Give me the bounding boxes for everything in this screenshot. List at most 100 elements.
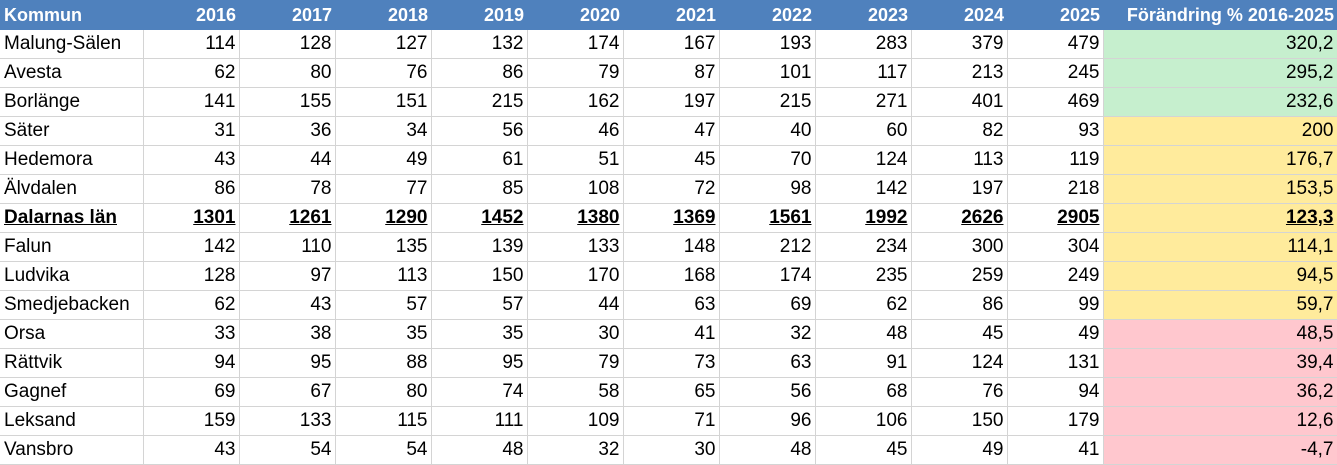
value-cell[interactable]: 62 [815,290,912,320]
value-cell[interactable]: 78 [239,174,336,204]
value-cell[interactable]: 218 [1007,174,1104,204]
value-cell[interactable]: 1992 [815,203,912,233]
value-cell[interactable]: 245 [1007,58,1104,88]
kommun-cell[interactable]: Hedemora [0,145,144,175]
kommun-cell[interactable]: Ludvika [0,261,144,291]
value-cell[interactable]: 60 [815,116,912,146]
value-cell[interactable]: 95 [431,348,528,378]
value-cell[interactable]: 77 [335,174,432,204]
change-percent-cell[interactable]: -4,7 [1103,435,1337,465]
value-cell[interactable]: 30 [623,435,720,465]
header-year[interactable]: 2021 [623,0,719,30]
value-cell[interactable]: 117 [815,58,912,88]
value-cell[interactable]: 249 [1007,261,1104,291]
value-cell[interactable]: 79 [527,348,624,378]
value-cell[interactable]: 197 [911,174,1008,204]
value-cell[interactable]: 41 [1007,435,1104,465]
change-percent-cell[interactable]: 59,7 [1103,290,1337,320]
value-cell[interactable]: 133 [239,406,336,436]
value-cell[interactable]: 106 [815,406,912,436]
kommun-cell[interactable]: Rättvik [0,348,144,378]
value-cell[interactable]: 94 [1007,377,1104,407]
value-cell[interactable]: 88 [335,348,432,378]
value-cell[interactable]: 35 [335,319,432,349]
value-cell[interactable]: 76 [911,377,1008,407]
value-cell[interactable]: 115 [335,406,432,436]
value-cell[interactable]: 98 [719,174,816,204]
value-cell[interactable]: 259 [911,261,1008,291]
value-cell[interactable]: 32 [719,319,816,349]
value-cell[interactable]: 38 [239,319,336,349]
value-cell[interactable]: 44 [239,145,336,175]
header-kommun[interactable]: Kommun [0,0,143,30]
value-cell[interactable]: 469 [1007,87,1104,117]
kommun-cell[interactable]: Säter [0,116,144,146]
value-cell[interactable]: 1290 [335,203,432,233]
kommun-cell[interactable]: Avesta [0,58,144,88]
value-cell[interactable]: 168 [623,261,720,291]
value-cell[interactable]: 47 [623,116,720,146]
value-cell[interactable]: 61 [431,145,528,175]
value-cell[interactable]: 86 [143,174,240,204]
value-cell[interactable]: 1452 [431,203,528,233]
value-cell[interactable]: 87 [623,58,720,88]
value-cell[interactable]: 215 [431,87,528,117]
value-cell[interactable]: 34 [335,116,432,146]
value-cell[interactable]: 300 [911,232,1008,262]
value-cell[interactable]: 97 [239,261,336,291]
value-cell[interactable]: 174 [719,261,816,291]
change-percent-cell[interactable]: 320,2 [1103,30,1337,59]
change-percent-cell[interactable]: 232,6 [1103,87,1337,117]
value-cell[interactable]: 31 [143,116,240,146]
kommun-cell[interactable]: Borlänge [0,87,144,117]
value-cell[interactable]: 67 [239,377,336,407]
value-cell[interactable]: 1380 [527,203,624,233]
value-cell[interactable]: 135 [335,232,432,262]
value-cell[interactable]: 68 [815,377,912,407]
value-cell[interactable]: 114 [143,30,240,59]
value-cell[interactable]: 96 [719,406,816,436]
value-cell[interactable]: 40 [719,116,816,146]
value-cell[interactable]: 86 [431,58,528,88]
value-cell[interactable]: 2626 [911,203,1008,233]
value-cell[interactable]: 155 [239,87,336,117]
value-cell[interactable]: 41 [623,319,720,349]
change-percent-cell[interactable]: 200 [1103,116,1337,146]
value-cell[interactable]: 80 [335,377,432,407]
change-percent-cell[interactable]: 123,3 [1103,203,1337,233]
value-cell[interactable]: 234 [815,232,912,262]
value-cell[interactable]: 44 [527,290,624,320]
change-percent-cell[interactable]: 153,5 [1103,174,1337,204]
change-percent-cell[interactable]: 295,2 [1103,58,1337,88]
header-year[interactable]: 2020 [527,0,623,30]
header-year[interactable]: 2023 [815,0,911,30]
value-cell[interactable]: 85 [431,174,528,204]
value-cell[interactable]: 113 [911,145,1008,175]
value-cell[interactable]: 111 [431,406,528,436]
change-percent-cell[interactable]: 94,5 [1103,261,1337,291]
value-cell[interactable]: 56 [431,116,528,146]
value-cell[interactable]: 45 [623,145,720,175]
value-cell[interactable]: 113 [335,261,432,291]
change-percent-cell[interactable]: 12,6 [1103,406,1337,436]
value-cell[interactable]: 69 [719,290,816,320]
value-cell[interactable]: 139 [431,232,528,262]
value-cell[interactable]: 48 [431,435,528,465]
header-year[interactable]: 2017 [239,0,335,30]
value-cell[interactable]: 132 [431,30,528,59]
value-cell[interactable]: 71 [623,406,720,436]
value-cell[interactable]: 401 [911,87,1008,117]
value-cell[interactable]: 35 [431,319,528,349]
value-cell[interactable]: 45 [911,319,1008,349]
value-cell[interactable]: 124 [815,145,912,175]
value-cell[interactable]: 49 [911,435,1008,465]
value-cell[interactable]: 73 [623,348,720,378]
value-cell[interactable]: 43 [239,290,336,320]
value-cell[interactable]: 283 [815,30,912,59]
header-year[interactable]: 2022 [719,0,815,30]
value-cell[interactable]: 1369 [623,203,720,233]
value-cell[interactable]: 128 [239,30,336,59]
value-cell[interactable]: 141 [143,87,240,117]
header-year[interactable]: 2019 [431,0,527,30]
value-cell[interactable]: 48 [719,435,816,465]
